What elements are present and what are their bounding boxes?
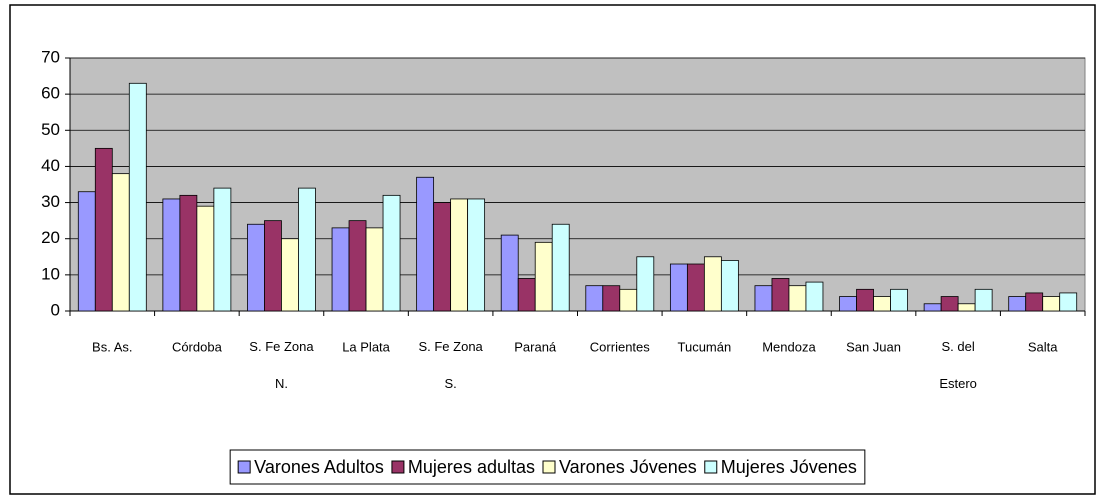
bar [94,147,113,312]
x-tick-label: Paraná [514,339,557,354]
y-tick-label: 60 [41,84,60,103]
bar [162,198,181,312]
x-tick-label: Salta [1028,339,1058,354]
legend-swatch [704,460,718,474]
bar [298,187,316,312]
y-tick-label: 40 [41,156,60,175]
legend-label: Varones Jóvenes [559,457,697,477]
bar [957,303,976,312]
bar [331,227,350,312]
bar [196,205,215,312]
plot-area [69,57,1086,312]
bar [111,173,130,312]
bar [873,296,891,312]
bar [890,288,908,312]
bar [754,285,773,312]
x-tick-label: La Plata [342,339,390,354]
bar [788,285,807,312]
x-tick-label: Corrientes [590,339,650,354]
bar [669,263,688,312]
x-tick-label: S. del Estero [939,339,977,391]
bar [923,303,942,312]
y-tick-label: 30 [41,192,60,211]
bar [686,263,705,312]
y-tick-label: 10 [41,264,60,283]
bar [213,187,232,312]
bar [805,281,824,312]
legend-label: Mujeres Jóvenes [721,457,857,477]
bar [1059,292,1078,312]
y-tick-label: 70 [41,47,60,66]
bar [281,238,299,312]
bar [619,288,638,312]
x-tick-label: San Juan [846,339,901,354]
bar [450,198,469,312]
bar [771,278,790,312]
bar [585,285,604,312]
bar [517,278,536,312]
bar [839,296,857,312]
legend-label: Varones Adultos [254,457,384,477]
bar [416,176,435,312]
legend: Varones Adultos Mujeres adultas Varones Jó… [229,449,866,485]
x-tick-label: S. Fe Zona S. [418,339,483,391]
bar [534,241,553,312]
y-tick-label: 0 [51,300,60,319]
bar [602,285,621,312]
bar [179,194,198,312]
bar [500,234,519,312]
bar [856,288,874,312]
bar [247,223,265,312]
bar [703,256,722,312]
bar [974,288,993,312]
x-tick-label: S. Fe Zona N. [249,339,314,391]
bar [551,223,570,312]
bar [348,220,367,312]
bar [1042,296,1061,312]
bar [433,202,452,312]
bar [720,259,739,312]
y-tick-label: 50 [41,120,60,139]
bar [264,220,282,312]
bar [77,191,96,312]
legend-swatch [391,460,405,474]
x-tick-label: Mendoza [762,339,816,354]
x-tick-label: Bs. As. [92,339,132,354]
x-tick-label: Córdoba [172,339,223,354]
legend-swatch [542,460,556,474]
x-tick-label: Tucumán [678,339,732,354]
bar [467,198,486,312]
bar [128,82,147,312]
bar [1025,292,1044,312]
bar [365,227,384,312]
bar [940,296,959,312]
y-tick-label: 20 [41,228,60,247]
legend-swatch [237,460,251,474]
bar [636,256,655,312]
bar [1008,296,1027,312]
bar [382,194,401,312]
legend-label: Mujeres adultas [408,457,535,477]
